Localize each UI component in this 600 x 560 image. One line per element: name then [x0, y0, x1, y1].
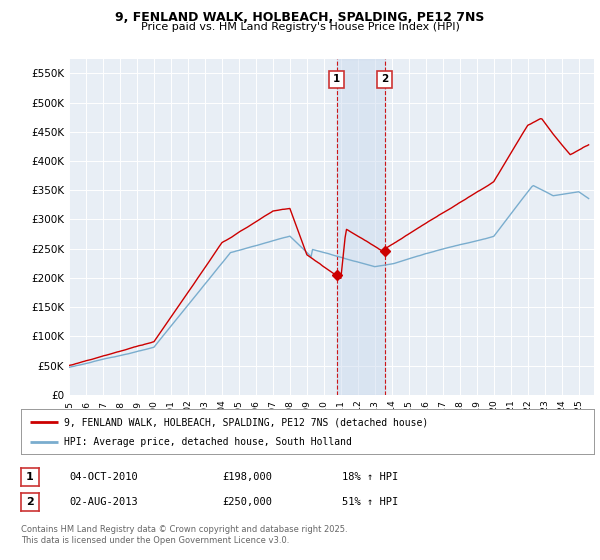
Text: 1: 1 [333, 74, 340, 84]
Text: 2: 2 [26, 497, 34, 507]
Bar [337, 59, 385, 395]
Text: 9, FENLAND WALK, HOLBEACH, SPALDING, PE12 7NS (detached house): 9, FENLAND WALK, HOLBEACH, SPALDING, PE1… [64, 417, 428, 427]
Text: HPI: Average price, detached house, South Holland: HPI: Average price, detached house, Sout… [64, 437, 352, 447]
Text: 02-AUG-2013: 02-AUG-2013 [69, 497, 138, 507]
Text: 1: 1 [26, 472, 34, 482]
Text: £198,000: £198,000 [222, 472, 272, 482]
Text: 18% ↑ HPI: 18% ↑ HPI [342, 472, 398, 482]
Text: 04-OCT-2010: 04-OCT-2010 [69, 472, 138, 482]
Text: Price paid vs. HM Land Registry's House Price Index (HPI): Price paid vs. HM Land Registry's House … [140, 22, 460, 32]
Text: 9, FENLAND WALK, HOLBEACH, SPALDING, PE12 7NS: 9, FENLAND WALK, HOLBEACH, SPALDING, PE1… [115, 11, 485, 24]
Text: 2: 2 [381, 74, 388, 84]
Text: 51% ↑ HPI: 51% ↑ HPI [342, 497, 398, 507]
Text: Contains HM Land Registry data © Crown copyright and database right 2025.
This d: Contains HM Land Registry data © Crown c… [21, 525, 347, 545]
Text: £250,000: £250,000 [222, 497, 272, 507]
